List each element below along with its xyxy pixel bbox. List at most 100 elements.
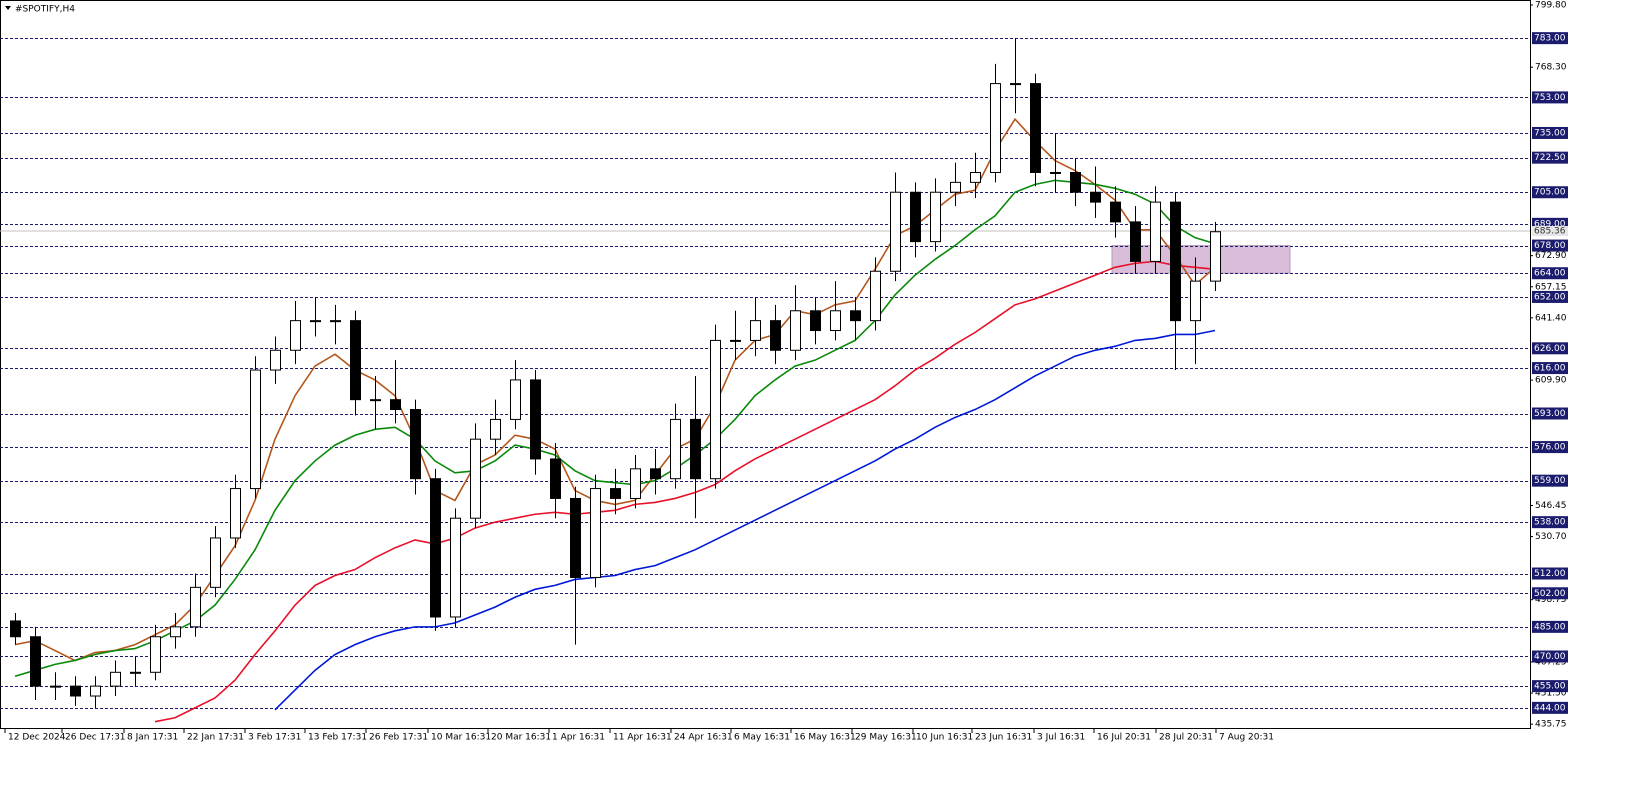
candle-body	[630, 468, 641, 499]
level-label: 616.00	[1534, 364, 1566, 374]
level-label-box	[1532, 680, 1568, 693]
level-label: 502.00	[1534, 589, 1566, 599]
candle-body	[770, 320, 781, 351]
level-label: 626.00	[1534, 344, 1566, 354]
candle-body	[470, 438, 481, 519]
candle-body	[790, 310, 801, 351]
x-tick-label: 26 Dec 17:31	[65, 733, 126, 743]
level-label-box	[1532, 126, 1568, 139]
x-tick-label: 23 Jun 16:31	[975, 733, 1032, 743]
level-label: 444.00	[1534, 703, 1566, 713]
level-label-box	[1532, 567, 1568, 580]
level-label: 783.00	[1534, 34, 1566, 44]
candle-body	[90, 685, 101, 697]
level-label-box	[1532, 516, 1568, 529]
level-label-box	[1532, 342, 1568, 355]
candle-body	[370, 399, 381, 402]
level-label-box	[1532, 91, 1568, 104]
candle-body	[1190, 280, 1201, 322]
x-tick-label: 24 Apr 16:31	[674, 733, 733, 743]
candle-body	[610, 488, 621, 499]
level-label: 722.50	[1534, 153, 1566, 163]
candle-body	[870, 270, 881, 322]
candle-body	[1130, 221, 1141, 262]
level-label: 689.00	[1534, 219, 1566, 229]
candle-body	[690, 418, 701, 480]
candle-body	[70, 685, 81, 697]
candle-body	[890, 191, 901, 272]
level-label: 512.00	[1534, 569, 1566, 579]
level-label: 455.00	[1534, 682, 1566, 692]
y-tick-label: 641.40	[1535, 313, 1567, 323]
candle-body	[670, 418, 681, 480]
level-label-box	[1532, 441, 1568, 454]
candle-body	[650, 468, 661, 480]
y-tick-label: 657.15	[1535, 282, 1567, 292]
x-tick-label: 22 Jan 17:31	[187, 733, 244, 743]
candle-body	[190, 586, 201, 628]
level-label: 735.00	[1534, 128, 1566, 138]
level-label-box	[1532, 267, 1568, 280]
x-tick-label: 28 Jul 20:31	[1159, 733, 1213, 743]
y-tick-label: 672.90	[1535, 251, 1567, 261]
candle-body	[730, 339, 741, 342]
x-tick-label: 10 Jun 16:31	[916, 733, 973, 743]
level-label-box	[1532, 290, 1568, 303]
candle-body	[1110, 201, 1121, 223]
level-label: 559.00	[1534, 476, 1566, 486]
candle-body	[590, 488, 601, 578]
level-label-box	[1532, 407, 1568, 420]
current-price-label: 685.36	[1534, 227, 1566, 237]
candle-body	[430, 478, 441, 618]
y-tick-label: 768.30	[1535, 63, 1567, 73]
chart-title: #SPOTIFY,H4	[15, 5, 75, 15]
candle-body	[250, 369, 261, 490]
candle-body	[490, 418, 501, 440]
level-label: 470.00	[1534, 652, 1566, 662]
candle-body	[410, 409, 421, 480]
candle-body	[510, 379, 521, 420]
candle-body	[970, 171, 981, 183]
level-label-box	[1532, 151, 1568, 164]
level-label: 753.00	[1534, 93, 1566, 103]
y-tick-label: 609.90	[1535, 376, 1567, 386]
x-tick-label: 10 Mar 16:31	[431, 733, 491, 743]
x-tick-label: 16 May 16:31	[794, 733, 856, 743]
x-tick-label: 12 Dec 2024	[8, 733, 66, 743]
x-tick-label: 3 Jul 16:31	[1037, 733, 1085, 743]
level-label-box	[1532, 587, 1568, 600]
candle-body	[310, 320, 321, 323]
x-tick-label: 8 Jan 17:31	[127, 733, 178, 743]
candle-body	[930, 191, 941, 243]
level-label-box	[1532, 650, 1568, 663]
level-label-box	[1532, 362, 1568, 375]
candle-body	[270, 349, 281, 371]
x-tick-label: 20 Mar 16:31	[491, 733, 551, 743]
candle-body	[30, 636, 41, 687]
candle-body	[130, 671, 141, 674]
candle-body	[990, 83, 1001, 173]
level-label-box	[1532, 474, 1568, 487]
candle-body	[1090, 191, 1101, 203]
plot-frame	[0, 0, 1531, 729]
candle-body	[330, 320, 341, 323]
moving-average	[154, 260, 1216, 723]
candle-body	[1030, 83, 1041, 173]
x-tick-label: 29 May 16:31	[855, 733, 917, 743]
candle-body	[850, 310, 861, 322]
level-label: 705.00	[1534, 188, 1566, 198]
candle-body	[710, 339, 721, 480]
candle-body	[830, 310, 841, 332]
level-label: 485.00	[1534, 622, 1566, 632]
x-tick-label: 7 Aug 20:31	[1219, 733, 1274, 743]
y-tick-label: 435.75	[1535, 720, 1567, 730]
candle-body	[350, 320, 361, 401]
level-label-box	[1532, 620, 1568, 633]
level-label: 652.00	[1534, 292, 1566, 302]
candle-body	[950, 181, 961, 193]
candle-body	[530, 379, 541, 460]
x-tick-label: 16 Jul 20:31	[1097, 733, 1151, 743]
symbol-menu-icon[interactable]	[5, 6, 11, 10]
candle-body	[1010, 83, 1021, 86]
level-label: 593.00	[1534, 409, 1566, 419]
